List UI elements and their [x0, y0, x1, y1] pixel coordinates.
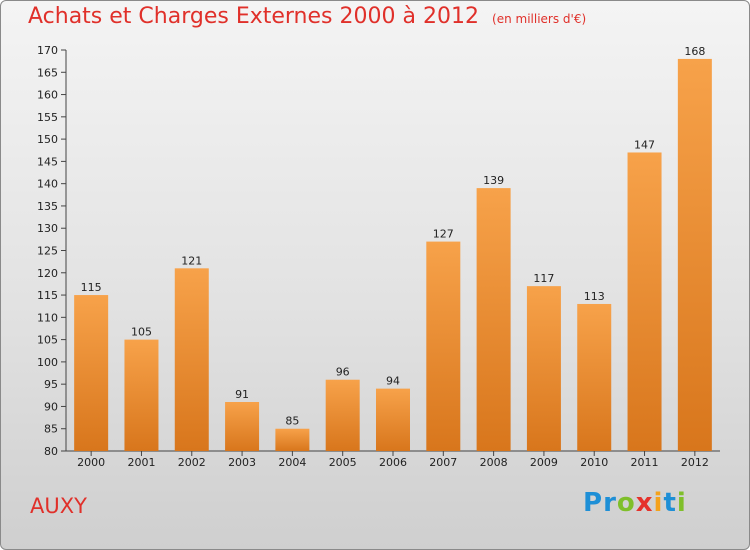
y-tick-label: 85 [44, 423, 58, 436]
bar-2002 [174, 268, 209, 451]
x-tick-label-2001: 2001 [127, 456, 155, 469]
value-label-2008: 139 [483, 174, 504, 187]
x-tick-label-2000: 2000 [77, 456, 105, 469]
bar-2000 [74, 295, 109, 451]
y-tick-label: 145 [37, 155, 58, 168]
x-tick-label-2009: 2009 [530, 456, 558, 469]
y-tick-label: 90 [44, 400, 58, 413]
x-tick-label-2010: 2010 [580, 456, 608, 469]
chart-title: Achats et Charges Externes 2000 à 2012 (… [28, 4, 586, 29]
y-tick-label: 120 [37, 267, 58, 280]
bar-2008 [476, 188, 511, 451]
value-label-2011: 147 [634, 138, 655, 151]
value-label-2000: 115 [81, 281, 102, 294]
y-tick-label: 135 [37, 200, 58, 213]
x-tick-label-2006: 2006 [379, 456, 407, 469]
bar-2004 [275, 428, 310, 451]
y-tick-label: 105 [37, 334, 58, 347]
value-label-2009: 117 [533, 272, 554, 285]
value-label-2006: 94 [386, 375, 400, 388]
y-tick-label: 100 [37, 356, 58, 369]
y-tick-label: 160 [37, 89, 58, 102]
logo-letter: i [676, 488, 687, 518]
place-name: AUXY [30, 494, 87, 518]
x-tick-label-2007: 2007 [429, 456, 457, 469]
x-tick-label-2005: 2005 [329, 456, 357, 469]
x-tick-label-2003: 2003 [228, 456, 256, 469]
x-tick-label-2011: 2011 [631, 456, 659, 469]
proxiti-logo: Proxiti [583, 488, 687, 518]
logo-letter: r [603, 488, 617, 518]
logo-letter: o [616, 488, 636, 518]
x-tick-label-2004: 2004 [278, 456, 306, 469]
logo-letter: P [583, 488, 604, 518]
chart-title-unit: (en milliers d'€) [492, 12, 587, 26]
value-label-2007: 127 [433, 228, 454, 241]
bar-2009 [526, 286, 561, 451]
x-tick-label-2012: 2012 [681, 456, 709, 469]
value-label-2004: 85 [285, 415, 299, 428]
bar-2012 [677, 58, 712, 452]
chart-title-main: Achats et Charges Externes 2000 à 2012 [28, 4, 479, 29]
bar-2010 [577, 303, 612, 451]
value-label-2001: 105 [131, 326, 152, 339]
value-label-2012: 168 [684, 45, 705, 58]
value-label-2010: 113 [584, 290, 605, 303]
y-tick-label: 125 [37, 245, 58, 258]
y-tick-label: 110 [37, 311, 58, 324]
bar-2003 [225, 401, 260, 451]
y-tick-label: 95 [44, 378, 58, 391]
y-tick-label: 165 [37, 66, 58, 79]
bar-2001 [124, 339, 159, 451]
value-label-2002: 121 [181, 254, 202, 267]
value-label-2003: 91 [235, 388, 249, 401]
y-tick-label: 140 [37, 178, 58, 191]
x-tick-label-2008: 2008 [480, 456, 508, 469]
bar-2007 [426, 241, 461, 451]
y-tick-label: 80 [44, 445, 58, 458]
y-tick-label: 155 [37, 111, 58, 124]
y-tick-label: 170 [37, 44, 58, 57]
logo-letter: i [653, 488, 664, 518]
y-tick-label: 115 [37, 289, 58, 302]
bars: 115 105 121 91 85 96 94 127 139 117 113 147 168 [74, 45, 712, 452]
logo-letter: x [635, 488, 654, 518]
logo-letter: t [663, 488, 677, 518]
bar-2005 [325, 379, 360, 451]
value-label-2005: 96 [336, 366, 350, 379]
x-tick-label-2002: 2002 [178, 456, 206, 469]
y-tick-label: 150 [37, 133, 58, 146]
y-tick-label: 130 [37, 222, 58, 235]
bar-2006 [376, 388, 410, 451]
bar-2011 [627, 152, 662, 451]
